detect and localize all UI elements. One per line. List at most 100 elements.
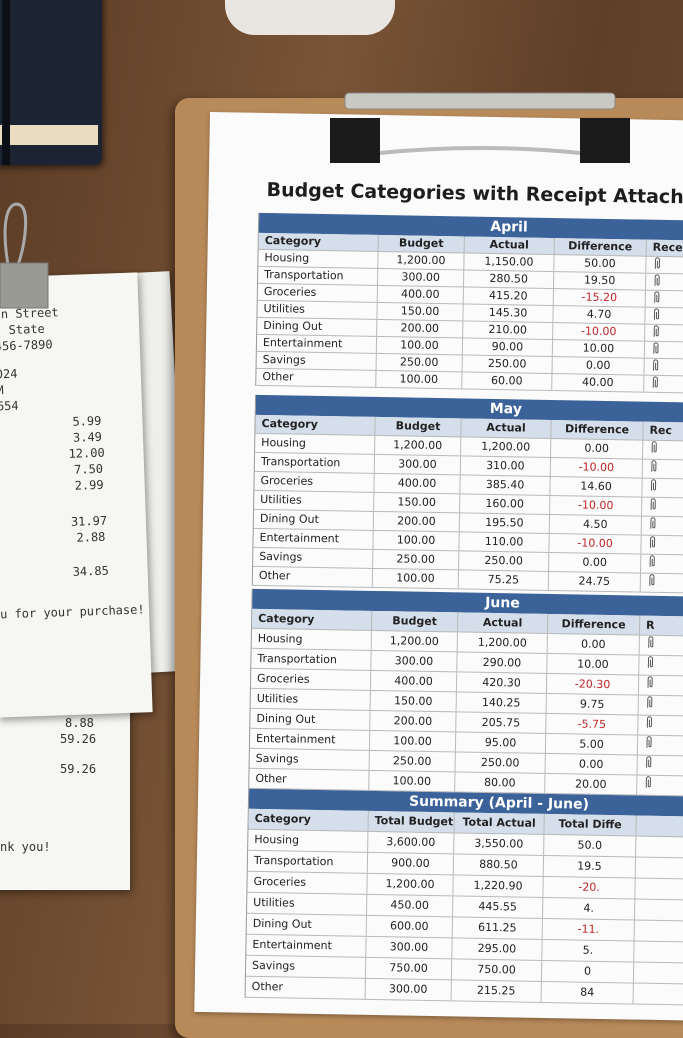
cell: 0.00: [551, 439, 644, 459]
table-row: Entertainment 100.00 110.00 -10.00: [253, 528, 683, 557]
cell: -20.30: [546, 673, 640, 695]
cell: 75.25: [458, 570, 550, 590]
cell: Savings: [256, 351, 377, 370]
paperclip-icon: [649, 555, 655, 567]
paperclip-icon: [651, 441, 657, 453]
column-header: Rece: [646, 239, 683, 258]
cell: 0.00: [545, 753, 638, 775]
cell: Other: [245, 976, 366, 999]
cell: -11.: [542, 918, 635, 941]
cell: Housing: [255, 433, 376, 454]
column-header: Actual: [464, 236, 555, 255]
receipt-cell: [641, 535, 683, 556]
cell: 20.00: [545, 773, 638, 795]
paperclip-icon: [650, 479, 657, 491]
cell: Entertainment: [256, 334, 378, 353]
cell: 5.: [542, 939, 635, 962]
receipt-line: M: [0, 383, 4, 398]
cell: Other: [252, 566, 374, 587]
notebook: [0, 0, 102, 165]
receipt-line: 8.88: [65, 716, 94, 730]
cell: Other: [249, 768, 370, 790]
cell: 150.00: [377, 302, 464, 321]
paperclip-icon: [647, 676, 653, 688]
receipt-line: 7.50: [73, 461, 104, 477]
receipt-line: 456-7890: [0, 337, 53, 354]
cell: 750.00: [365, 957, 453, 980]
paperclip-icon: [650, 498, 656, 510]
cell: 100.00: [369, 730, 457, 752]
cell: Entertainment: [253, 528, 374, 549]
cell: Dining Out: [253, 509, 375, 530]
cell: 5.00: [545, 733, 639, 755]
cell: 200.00: [370, 710, 457, 732]
cell: 150.00: [370, 690, 457, 712]
cell: 100.00: [376, 336, 464, 355]
receipt-cell: [642, 497, 683, 518]
cell: 4.70: [553, 306, 646, 324]
receipt-cell: [642, 459, 683, 480]
cell: 1,200.00: [367, 873, 454, 896]
cell: 750.00: [451, 959, 543, 981]
cell: 0.00: [549, 552, 642, 573]
cell: 60.00: [462, 372, 553, 391]
table-row: Dining Out 200.00 210.00 -10.00: [257, 317, 683, 344]
mug: [225, 0, 395, 35]
table-row: Transportation 300.00 290.00 10.00: [251, 648, 683, 678]
column-header: Actual: [461, 418, 552, 439]
paper: Budget Categories with Receipt Attachmen…: [194, 112, 683, 1021]
table-row: Transportation 300.00 280.50 19.50: [258, 266, 683, 293]
cell: 1,220.90: [453, 875, 544, 897]
receipt-cell: [645, 307, 683, 326]
receipt-cell: [640, 573, 683, 594]
cell: 400.00: [377, 285, 464, 304]
cell: Groceries: [254, 471, 375, 492]
cell: 300.00: [378, 268, 465, 287]
receipt-line: 024: [0, 366, 18, 382]
cell: 50.00: [554, 255, 647, 273]
receipt-cell: [638, 695, 683, 717]
table-row: Savings 250.00 250.00 0.00: [249, 748, 683, 778]
cell: 250.00: [369, 750, 456, 772]
cell: 205.75: [456, 712, 547, 733]
table-row: Other 100.00 60.00 40.00: [256, 368, 683, 395]
cell: 19.50: [553, 272, 647, 290]
cell: 10.00: [552, 340, 646, 358]
cell: Dining Out: [246, 913, 367, 936]
receipt-cell: [642, 478, 683, 499]
table-row: Transportation 300.00 310.00 -10.00: [254, 452, 683, 481]
cell: Housing: [258, 249, 379, 268]
cell: 10.00: [547, 653, 640, 675]
receipt-cell: [645, 290, 683, 309]
paperclip-icon: [648, 636, 654, 648]
paperclip-icon: [652, 376, 658, 388]
cell: Entertainment: [246, 934, 367, 957]
cell: 110.00: [459, 532, 550, 552]
paperclip-icon: [649, 574, 655, 586]
receipt-line: u for your purchase!: [0, 602, 145, 622]
cell: 385.40: [460, 475, 551, 495]
table: May Category Budget Actual Difference Rec Hous…: [251, 394, 683, 595]
column-header: Category: [248, 808, 369, 831]
cell: Savings: [245, 955, 367, 978]
paperclip-icon: [653, 308, 660, 320]
receipt-cell: [646, 256, 683, 275]
receipt-line: , State: [0, 321, 46, 338]
cell: 1,200.00: [371, 630, 458, 652]
receipt-cell: [643, 440, 683, 461]
paperclip-icon: [654, 257, 660, 269]
binder-clip: [0, 202, 49, 309]
cell: 280.50: [463, 270, 555, 289]
paperclip-icon: [646, 756, 652, 768]
table-row: Dining Out 200.00 205.75 -5.75: [250, 708, 683, 738]
receipt: orein Street, State456-7890024M6545.993.…: [0, 272, 153, 718]
receipt-cell: [641, 516, 683, 537]
cell: -5.75: [546, 713, 639, 735]
table-row: Entertainment 100.00 95.00 5.00: [249, 728, 683, 758]
cell: 250.00: [376, 353, 463, 372]
cell: 4.: [542, 897, 636, 920]
column-header: Total Diffe: [544, 813, 637, 836]
column-header: Budget: [375, 416, 462, 437]
cell: 3,600.00: [368, 831, 455, 854]
